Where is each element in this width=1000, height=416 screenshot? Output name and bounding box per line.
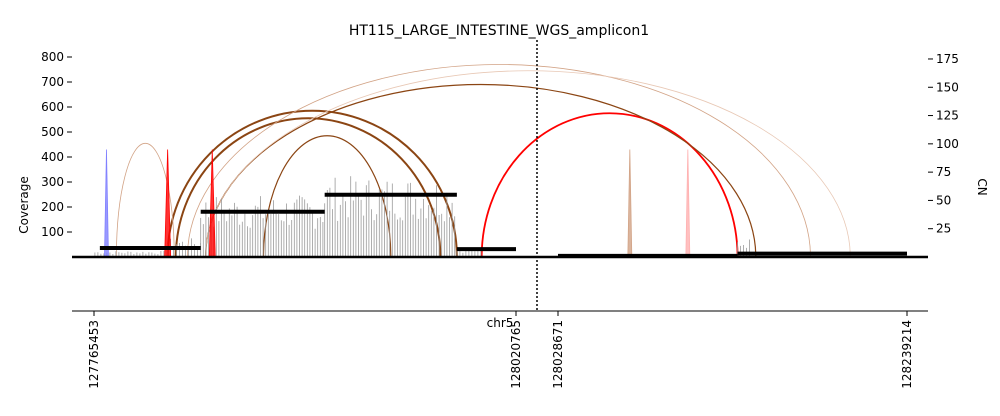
breakpoint-arc-3 bbox=[262, 135, 392, 258]
right-tick-label-0: 25 bbox=[936, 222, 951, 236]
copy-number-segments bbox=[99, 192, 907, 258]
chart-title: HT115_LARGE_INTESTINE_WGS_amplicon1 bbox=[349, 23, 649, 39]
coverage-spikes bbox=[104, 149, 691, 258]
coverage-spike-1 bbox=[164, 149, 172, 258]
x-tick-label-0: 127765453 bbox=[87, 320, 101, 389]
y-axis-label-cn: CN bbox=[975, 178, 989, 195]
x-tick-label-3: 128239214 bbox=[900, 320, 914, 389]
breakpoint-arc-1 bbox=[166, 109, 458, 258]
left-tick-label-6: 700 bbox=[41, 75, 64, 89]
breakpoint-arc-6 bbox=[187, 64, 811, 258]
left-tick-label-2: 300 bbox=[41, 175, 64, 189]
right-tick-label-3: 100 bbox=[936, 137, 959, 151]
left-tick-label-0: 100 bbox=[41, 225, 64, 239]
breakpoint-arc-0 bbox=[480, 112, 739, 258]
breakpoint-arc-7 bbox=[205, 70, 851, 258]
axes: 100 200 300 400 500 600 700 800 25 50 75 100 125 150 1… bbox=[41, 40, 959, 389]
right-tick-label-2: 75 bbox=[936, 165, 951, 179]
coverage-spike-2 bbox=[208, 149, 216, 258]
right-tick-label-4: 125 bbox=[936, 109, 959, 123]
breakpoint-arcs bbox=[115, 64, 851, 258]
x-axis-label: chr5 bbox=[487, 316, 514, 330]
breakpoint-arc-4 bbox=[205, 83, 757, 258]
left-tick-label-4: 500 bbox=[41, 125, 64, 139]
left-tick-label-5: 600 bbox=[41, 100, 64, 114]
left-tick-label-3: 400 bbox=[41, 150, 64, 164]
coverage-spike-3 bbox=[627, 149, 633, 258]
right-tick-label-5: 150 bbox=[936, 80, 959, 94]
left-tick-label-1: 200 bbox=[41, 200, 64, 214]
left-tick-label-7: 800 bbox=[41, 50, 64, 64]
right-tick-label-1: 50 bbox=[936, 193, 951, 207]
coverage-spike-0 bbox=[104, 149, 109, 258]
coverage-bars bbox=[94, 176, 750, 257]
x-tick-label-2: 128028671 bbox=[551, 320, 565, 389]
right-tick-label-6: 175 bbox=[936, 52, 959, 66]
coverage-spike-4 bbox=[685, 149, 691, 258]
labels: HT115_LARGE_INTESTINE_WGS_amplicon1 chr5… bbox=[17, 23, 989, 330]
x-tick-label-1: 128020765 bbox=[509, 320, 523, 389]
y-axis-label-coverage: Coverage bbox=[17, 176, 31, 234]
breakpoint-arc-2 bbox=[174, 117, 442, 258]
